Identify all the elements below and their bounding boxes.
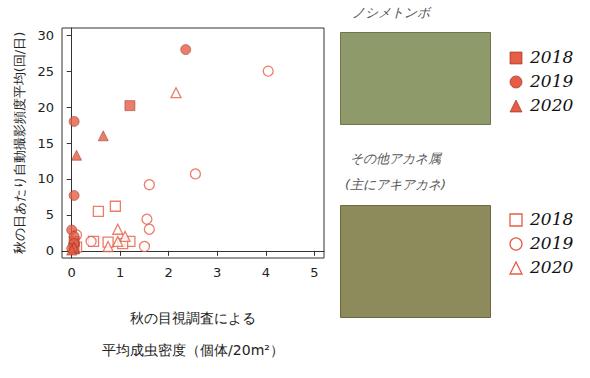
svg-text:秋の日あたり自動撮影頻度平均(回/日): 秋の日あたり自動撮影頻度平均(回/日) xyxy=(12,32,27,255)
svg-text:2018: 2018 xyxy=(529,209,573,229)
svg-text:1: 1 xyxy=(116,265,124,280)
svg-text:0: 0 xyxy=(46,243,54,258)
svg-text:2020: 2020 xyxy=(529,257,573,277)
svg-text:20: 20 xyxy=(37,100,54,115)
svg-text:平均成虫密度（個体/20m²）: 平均成虫密度（個体/20m²） xyxy=(102,342,284,358)
svg-text:30: 30 xyxy=(37,28,54,43)
svg-text:2018: 2018 xyxy=(529,47,573,67)
svg-text:4: 4 xyxy=(262,265,270,280)
svg-text:25: 25 xyxy=(37,64,54,79)
svg-text:2019: 2019 xyxy=(529,71,573,91)
svg-text:2019: 2019 xyxy=(529,233,573,253)
svg-text:2: 2 xyxy=(165,265,173,280)
svg-text:5: 5 xyxy=(46,207,54,222)
svg-text:ノシメトンボ: ノシメトンボ xyxy=(352,5,432,20)
svg-text:3: 3 xyxy=(213,265,221,280)
svg-text:2020: 2020 xyxy=(529,95,573,115)
svg-text:(主にアキアカネ): (主にアキアカネ) xyxy=(345,177,446,192)
svg-text:秋の目視調査による: 秋の目視調査による xyxy=(130,310,256,326)
svg-text:10: 10 xyxy=(37,171,54,186)
svg-text:5: 5 xyxy=(310,265,318,280)
svg-text:15: 15 xyxy=(37,136,54,151)
svg-text:その他アカネ属: その他アカネ属 xyxy=(350,151,443,166)
svg-text:0: 0 xyxy=(68,265,76,280)
